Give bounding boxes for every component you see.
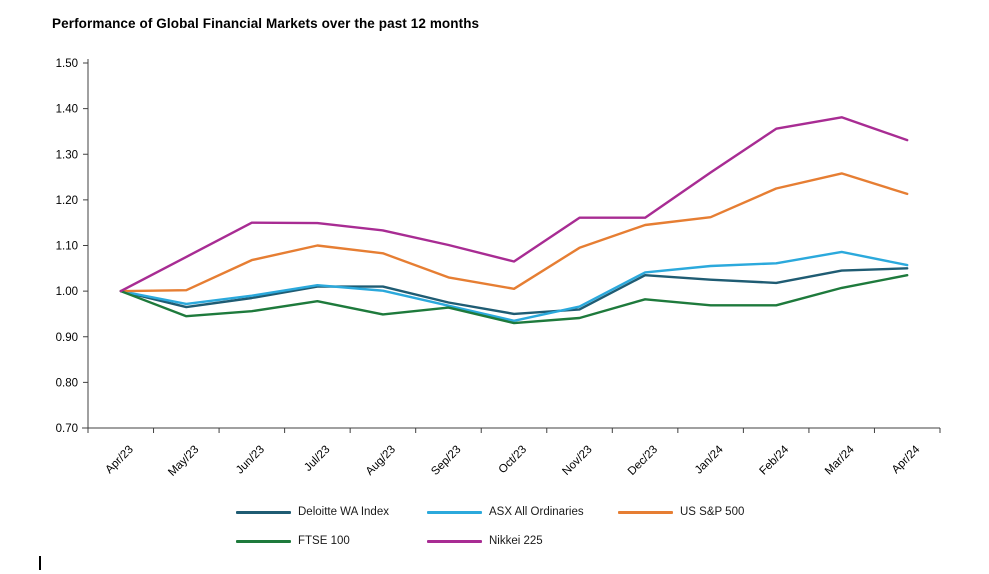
x-tick-label: Jun/23: [234, 444, 267, 477]
y-tick-label: 1.20: [56, 195, 78, 207]
y-tick-label: 1.00: [56, 286, 78, 298]
series-line-asx-all-ordinaries: [119, 250, 909, 322]
y-tick-label: 0.90: [56, 332, 78, 344]
series-line-deloitte-wa-index: [119, 267, 909, 316]
y-tick-label: 0.70: [56, 423, 78, 435]
chart-title: Performance of Global Financial Markets …: [52, 16, 480, 31]
y-tick-label: 0.80: [56, 377, 78, 389]
x-tick-label: Sep/23: [429, 444, 463, 478]
x-tick-label: Jan/24: [693, 443, 726, 476]
y-tick-label: 1.40: [56, 104, 78, 116]
x-tick-label: Jul/23: [302, 444, 332, 474]
x-tick-label: Apr/23: [103, 444, 135, 476]
x-tick-label: May/23: [166, 444, 201, 479]
series-line-nikkei-225: [119, 116, 909, 293]
text-cursor-mark: [39, 556, 41, 570]
x-tick-label: Nov/23: [560, 444, 594, 478]
x-tick-label: Oct/23: [497, 444, 529, 476]
x-tick-label: Apr/24: [890, 443, 923, 476]
x-tick-label: Mar/24: [823, 443, 857, 477]
x-tick-label: Feb/24: [757, 443, 791, 477]
x-tick-label: Dec/23: [626, 444, 660, 478]
x-tick-label: Aug/23: [364, 444, 398, 478]
y-tick-label: 1.30: [56, 149, 78, 161]
y-tick-label: 1.10: [56, 241, 78, 253]
series-line-us-s-p-500: [119, 172, 909, 293]
y-tick-label: 1.50: [56, 58, 78, 70]
series-line-ftse-100: [119, 274, 909, 325]
